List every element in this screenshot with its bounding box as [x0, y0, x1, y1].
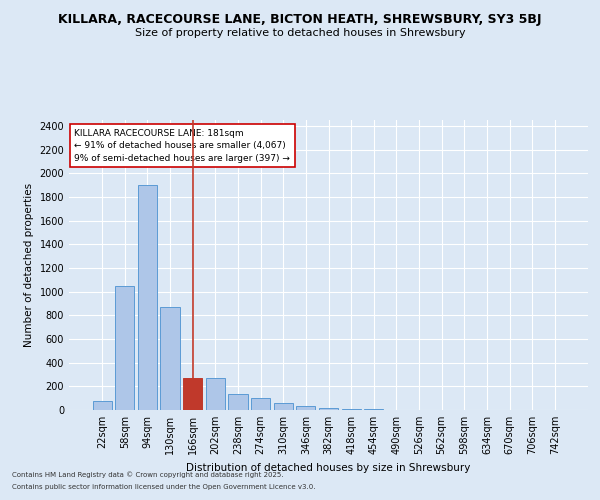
- Bar: [341, 409, 361, 410]
- Text: Size of property relative to detached houses in Shrewsbury: Size of property relative to detached ho…: [134, 28, 466, 38]
- Bar: [92, 401, 112, 410]
- Bar: [229, 394, 248, 410]
- Text: Contains HM Land Registry data © Crown copyright and database right 2025.: Contains HM Land Registry data © Crown c…: [12, 472, 284, 478]
- Bar: [183, 378, 202, 410]
- Bar: [206, 378, 225, 410]
- Bar: [251, 398, 270, 410]
- Bar: [274, 404, 293, 410]
- Y-axis label: Number of detached properties: Number of detached properties: [24, 183, 34, 347]
- Bar: [296, 406, 316, 410]
- Bar: [115, 286, 134, 410]
- Text: KILLARA RACECOURSE LANE: 181sqm
← 91% of detached houses are smaller (4,067)
9% : KILLARA RACECOURSE LANE: 181sqm ← 91% of…: [74, 128, 290, 162]
- Text: Contains public sector information licensed under the Open Government Licence v3: Contains public sector information licen…: [12, 484, 316, 490]
- Bar: [138, 185, 157, 410]
- Text: KILLARA, RACECOURSE LANE, BICTON HEATH, SHREWSBURY, SY3 5BJ: KILLARA, RACECOURSE LANE, BICTON HEATH, …: [58, 12, 542, 26]
- X-axis label: Distribution of detached houses by size in Shrewsbury: Distribution of detached houses by size …: [187, 462, 470, 472]
- Bar: [319, 408, 338, 410]
- Bar: [160, 307, 180, 410]
